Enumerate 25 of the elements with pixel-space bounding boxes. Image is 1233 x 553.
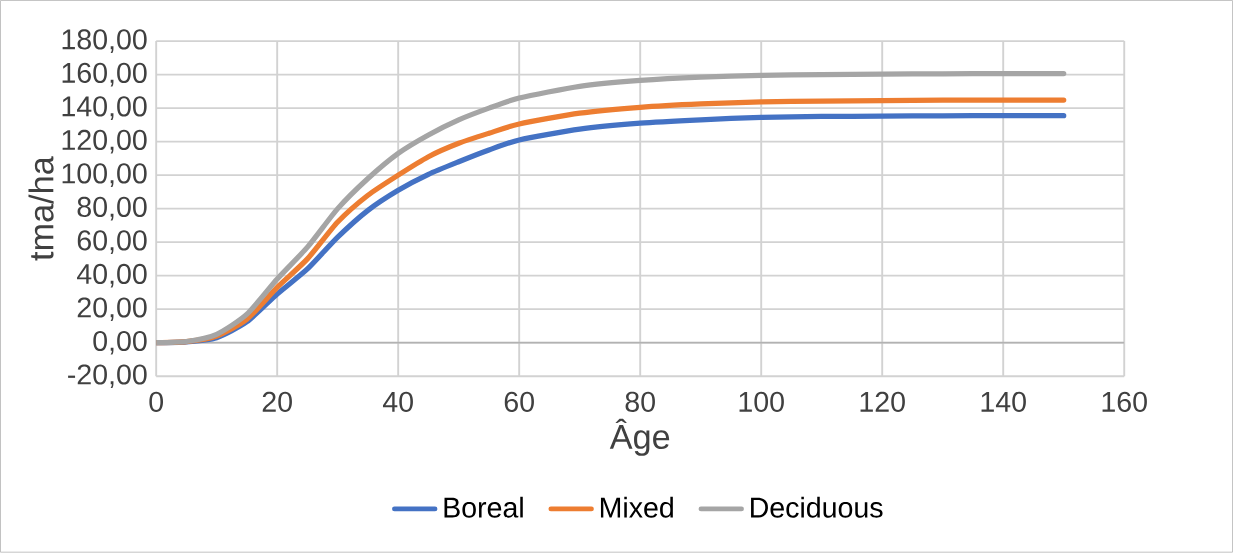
legend-label: Mixed [600,496,673,518]
x-tick-label: 80 [625,391,655,413]
y-tick-label: 80,00 [77,197,147,221]
legend-label: Boreal [444,496,523,518]
x-tick-label: 120 [860,391,905,413]
y-tick-label: 180,00 [62,29,147,54]
y-tick-label: 160,00 [62,62,147,87]
y-axis-title: tma/ha [28,156,54,261]
y-tick-label: 120,00 [62,130,147,154]
y-tick-label: 40,00 [77,264,147,288]
legend-label: Deciduous [751,496,883,518]
y-tick-label: 100,00 [62,163,147,188]
y-tick-label: 0,00 [93,331,147,355]
x-tick-label: 140 [981,391,1026,413]
y-tick-label: -20,00 [68,364,147,389]
y-tick-label: 20,00 [77,297,147,322]
x-tick-label: 0 [149,391,164,413]
x-axis-title: Âge [609,418,670,456]
x-tick-label: 100 [739,391,784,413]
x-tick-label: 20 [262,391,292,413]
x-tick-label: 60 [504,391,534,413]
y-tick-label: 60,00 [77,230,147,255]
x-tick-label: 40 [382,391,413,413]
x-tick-label: 160 [1102,391,1147,413]
y-tick-label: 140,00 [62,96,147,121]
